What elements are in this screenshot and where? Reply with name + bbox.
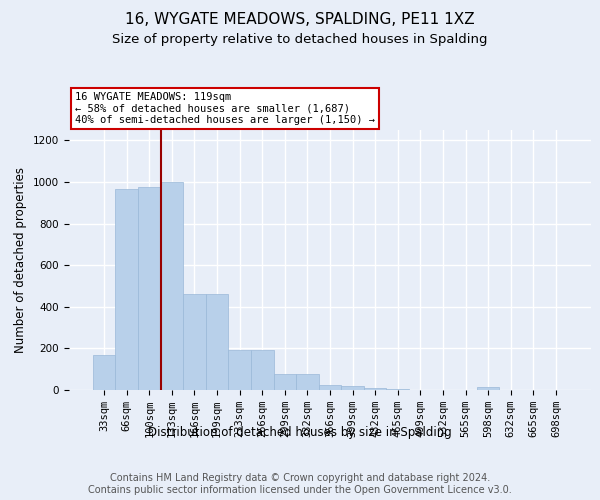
Bar — [229, 350, 251, 390]
Bar — [93, 354, 115, 390]
Bar — [115, 190, 138, 390]
Text: 16, WYGATE MEADOWS, SPALDING, PE11 1XZ: 16, WYGATE MEADOWS, SPALDING, PE11 1XZ — [125, 12, 475, 28]
Text: Size of property relative to detached houses in Spalding: Size of property relative to detached ho… — [112, 32, 488, 46]
Bar — [161, 182, 183, 390]
Y-axis label: Number of detached properties: Number of detached properties — [14, 167, 28, 353]
Text: Contains HM Land Registry data © Crown copyright and database right 2024.
Contai: Contains HM Land Registry data © Crown c… — [88, 474, 512, 495]
Bar — [386, 389, 409, 390]
Text: Distribution of detached houses by size in Spalding: Distribution of detached houses by size … — [148, 426, 452, 439]
Bar — [364, 388, 386, 390]
Bar — [138, 187, 161, 390]
Bar — [319, 385, 341, 390]
Bar — [296, 374, 319, 390]
Bar — [477, 387, 499, 390]
Bar — [206, 294, 229, 390]
Bar — [274, 374, 296, 390]
Bar — [341, 386, 364, 390]
Text: 16 WYGATE MEADOWS: 119sqm
← 58% of detached houses are smaller (1,687)
40% of se: 16 WYGATE MEADOWS: 119sqm ← 58% of detac… — [75, 92, 375, 125]
Bar — [183, 294, 206, 390]
Bar — [251, 350, 274, 390]
